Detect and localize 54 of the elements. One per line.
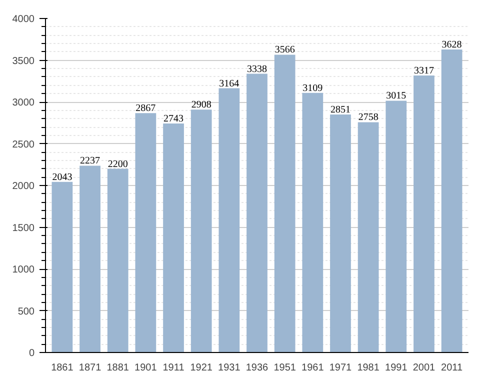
bar bbox=[386, 100, 407, 352]
x-tick-label: 1951 bbox=[274, 362, 296, 373]
bar bbox=[358, 122, 379, 352]
x-tick-label: 1936 bbox=[246, 362, 269, 373]
x-tick-label: 1901 bbox=[134, 362, 158, 373]
y-tick-label: 500 bbox=[18, 306, 35, 318]
y-tick-label: 1000 bbox=[12, 264, 35, 276]
y-tick-label: 2500 bbox=[12, 139, 35, 150]
bar bbox=[190, 110, 212, 352]
data-label: 2908 bbox=[191, 100, 212, 111]
bar bbox=[107, 168, 128, 352]
data-label: 2043 bbox=[52, 172, 72, 183]
x-tick-label: 1911 bbox=[162, 362, 185, 373]
data-label: 2237 bbox=[80, 156, 100, 167]
x-tick-label: 1971 bbox=[329, 362, 352, 373]
data-label: 3566 bbox=[274, 44, 295, 56]
x-tick-label: 1981 bbox=[357, 362, 380, 373]
x-tick-label: 1961 bbox=[302, 362, 324, 373]
y-tick-label: 3000 bbox=[12, 98, 35, 108]
x-tick-label: 1921 bbox=[190, 362, 213, 373]
y-tick-label: 0 bbox=[28, 348, 35, 359]
data-label: 2758 bbox=[358, 112, 378, 124]
bar bbox=[218, 88, 240, 352]
data-label: 3317 bbox=[414, 66, 434, 77]
x-tick-label: 1861 bbox=[51, 362, 74, 373]
bar bbox=[52, 182, 73, 352]
x-tick-label: 1871 bbox=[78, 362, 102, 373]
data-label: 3109 bbox=[302, 82, 323, 94]
x-tick-label: 1881 bbox=[106, 362, 130, 373]
bar bbox=[274, 54, 296, 352]
bar bbox=[441, 50, 462, 352]
data-label: 2867 bbox=[136, 103, 156, 114]
x-tick-label: 1991 bbox=[385, 362, 408, 373]
data-label: 3164 bbox=[219, 78, 240, 90]
data-label: 2851 bbox=[330, 104, 350, 116]
y-tick-label: 2000 bbox=[12, 181, 35, 192]
y-tick-label: 1500 bbox=[12, 222, 35, 234]
x-tick-label: 2001 bbox=[412, 362, 436, 373]
x-tick-label: 2011 bbox=[441, 362, 463, 373]
bar bbox=[330, 114, 351, 352]
x-tick-label: 1931 bbox=[218, 362, 241, 373]
data-label: 3015 bbox=[386, 90, 406, 102]
data-label: 2200 bbox=[108, 158, 128, 170]
bar bbox=[302, 92, 324, 352]
data-label: 3628 bbox=[442, 40, 462, 51]
y-tick-label: 3500 bbox=[12, 56, 35, 67]
bar bbox=[80, 166, 100, 352]
bar bbox=[246, 74, 268, 352]
data-label: 2743 bbox=[164, 113, 184, 124]
bar bbox=[163, 123, 184, 352]
bar bbox=[135, 113, 156, 352]
y-tick-label: 4000 bbox=[12, 14, 35, 25]
data-label: 3338 bbox=[247, 64, 267, 75]
bar bbox=[414, 76, 434, 352]
